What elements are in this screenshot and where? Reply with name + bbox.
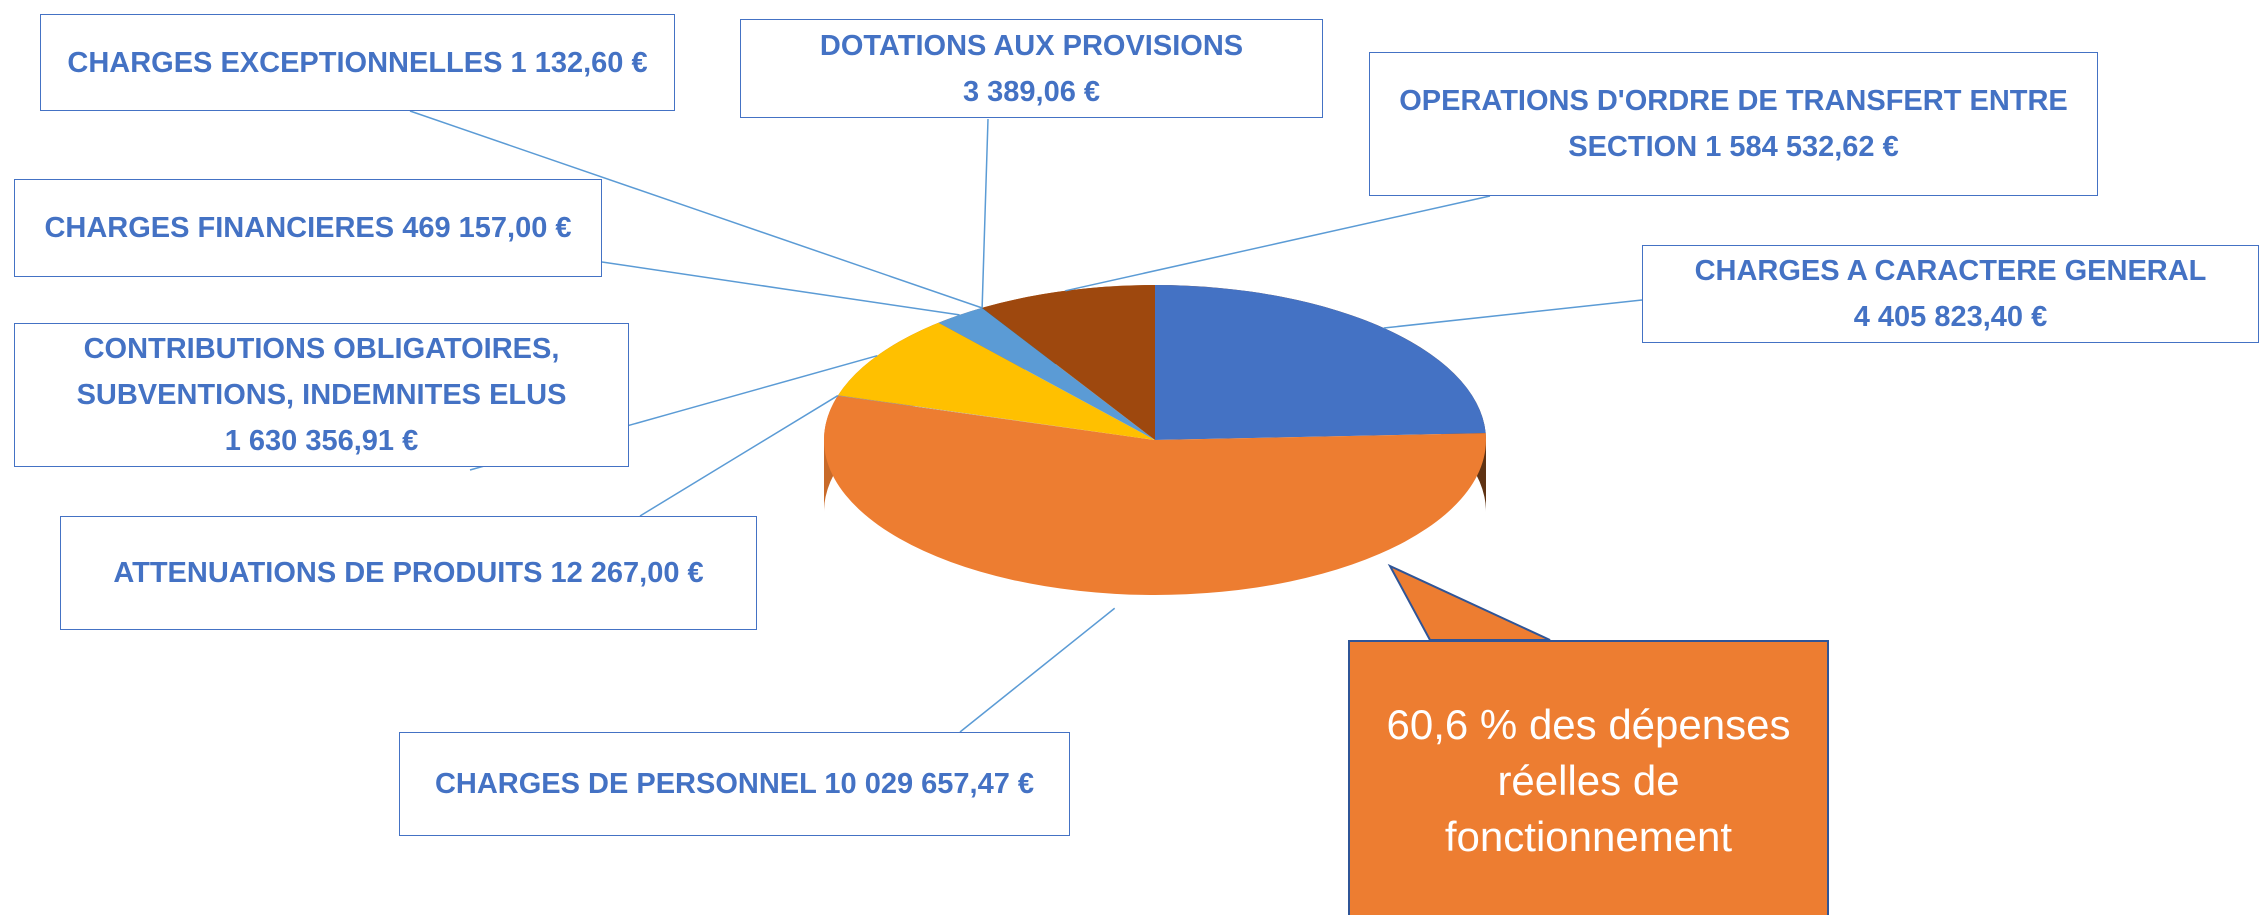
- data-label: CHARGES EXCEPTIONNELLES 1 132,60 €: [40, 14, 675, 111]
- pie-slice: [824, 395, 1486, 595]
- annotation: 60,6 % des dépenses réelles de fonctionn…: [1348, 640, 1829, 915]
- leader-line: [409, 110, 983, 309]
- category-name: ATTENUATIONS DE PRODUITS: [113, 557, 543, 589]
- label-text: OPERATIONS D'ORDRE DE TRANSFERT ENTRE SE…: [1380, 78, 2087, 170]
- pie-slice: [837, 395, 1155, 440]
- data-label: CHARGES DE PERSONNEL 10 029 657,47 €: [399, 732, 1070, 836]
- label-text: CHARGES DE PERSONNEL 10 029 657,47 €: [435, 761, 1034, 807]
- value-label: 3 389,06 €: [962, 75, 1101, 108]
- leader-line: [639, 394, 839, 517]
- leader-line: [601, 261, 960, 316]
- pie-slice: [981, 307, 1155, 440]
- label-text: CHARGES FINANCIERES 469 157,00 €: [44, 205, 571, 251]
- data-label: CHARGES FINANCIERES 469 157,00 €: [14, 179, 602, 277]
- category-name: CHARGES A CARACTERE GENERAL: [1694, 255, 2207, 287]
- data-label: OPERATIONS D'ORDRE DE TRANSFERT ENTRE SE…: [1369, 52, 2098, 196]
- leader-line: [1383, 299, 1643, 329]
- leader-line: [959, 607, 1116, 733]
- category-name: CHARGES DE PERSONNEL: [434, 768, 817, 800]
- pie-slice: [838, 322, 1155, 440]
- pie-slice: [982, 285, 1155, 440]
- label-text: CHARGES A CARACTERE GENERAL 4 405 823,40…: [1695, 248, 2207, 340]
- pie-slice: [1155, 285, 1486, 440]
- category-name: OPERATIONS D'ORDRE DE TRANSFERT ENTRE SE…: [1399, 85, 2068, 163]
- annotation-pointer: [1387, 563, 1551, 641]
- label-text: ATTENUATIONS DE PRODUITS 12 267,00 €: [113, 550, 703, 596]
- pie-slice: [938, 307, 1155, 440]
- data-label: ATTENUATIONS DE PRODUITS 12 267,00 €: [60, 516, 757, 630]
- pie-slice: [981, 307, 1155, 440]
- value-label: 1 584 532,62 €: [1705, 131, 1899, 163]
- data-label: CHARGES A CARACTERE GENERAL 4 405 823,40…: [1642, 245, 2259, 343]
- category-name: CHARGES FINANCIERES: [44, 212, 395, 244]
- value-label: 469 157,00 €: [402, 212, 572, 244]
- data-label: CONTRIBUTIONS OBLIGATOIRES, SUBVENTIONS,…: [14, 323, 629, 467]
- category-name: DOTATIONS AUX PROVISIONS: [819, 29, 1244, 62]
- value-label: 12 267,00 €: [550, 557, 704, 589]
- category-name: CONTRIBUTIONS OBLIGATOIRES, SUBVENTIONS,…: [76, 333, 567, 411]
- label-text: DOTATIONS AUX PROVISIONS 3 389,06 €: [820, 23, 1243, 115]
- value-label: 4 405 823,40 €: [1853, 301, 2048, 333]
- label-text: CONTRIBUTIONS OBLIGATOIRES, SUBVENTIONS,…: [25, 326, 618, 464]
- data-label: DOTATIONS AUX PROVISIONS 3 389,06 €: [740, 19, 1323, 118]
- category-name: CHARGES EXCEPTIONNELLES: [67, 46, 503, 79]
- label-text: CHARGES EXCEPTIONNELLES 1 132,60 €: [67, 40, 647, 86]
- value-label: 1 630 356,91 €: [224, 425, 419, 457]
- leader-line: [1065, 195, 1491, 292]
- value-label: 10 029 657,47 €: [824, 768, 1035, 800]
- leader-line: [981, 118, 989, 308]
- value-label: 1 132,60 €: [510, 46, 648, 79]
